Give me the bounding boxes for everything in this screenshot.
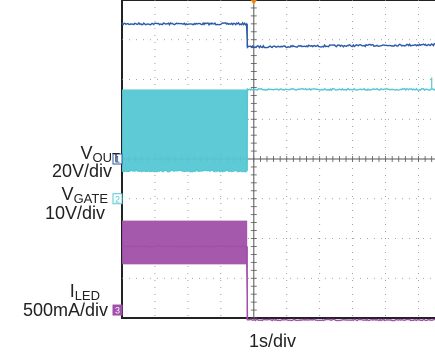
vgate-label-main: V	[61, 184, 74, 204]
iled-label-sub: LED	[74, 288, 100, 303]
iled-scale: 500mA/div	[22, 300, 108, 320]
vgate-scale: 10V/div	[44, 203, 105, 223]
iled-label: ILED	[70, 281, 100, 306]
plot-traces	[121, 21, 435, 322]
channel-marker-2: 2	[112, 193, 123, 205]
vout-label: VOUT	[81, 143, 120, 168]
channel-marker-1: 1	[112, 153, 123, 165]
channel-marker-box	[112, 153, 123, 165]
channel-marker-box	[112, 304, 123, 316]
trace-2	[121, 87, 435, 173]
trigger-marker	[250, 0, 257, 5]
channel-marker-text: 1	[115, 155, 120, 165]
channel-marker-3: 3	[112, 304, 123, 316]
vout-scale: 20V/div	[51, 161, 112, 181]
channel-marker-text: 3	[115, 306, 120, 316]
trace-band-3	[122, 220, 248, 265]
channel-marker-box	[112, 193, 123, 205]
trace-band-2	[122, 89, 248, 171]
vgate-label: VGATE	[62, 184, 108, 209]
iled-label-main: I	[69, 281, 75, 301]
vgate-label-sub: GATE	[73, 191, 108, 206]
channel-markers: 1 2 3	[112, 153, 123, 316]
trace-3	[121, 244, 435, 322]
channel-marker-text: 2	[115, 194, 120, 204]
vout-label-sub: OUT	[92, 150, 120, 165]
x-axis-label: 1s/div	[249, 331, 297, 351]
vout-label-main: V	[80, 143, 93, 163]
trace-1	[121, 21, 435, 49]
